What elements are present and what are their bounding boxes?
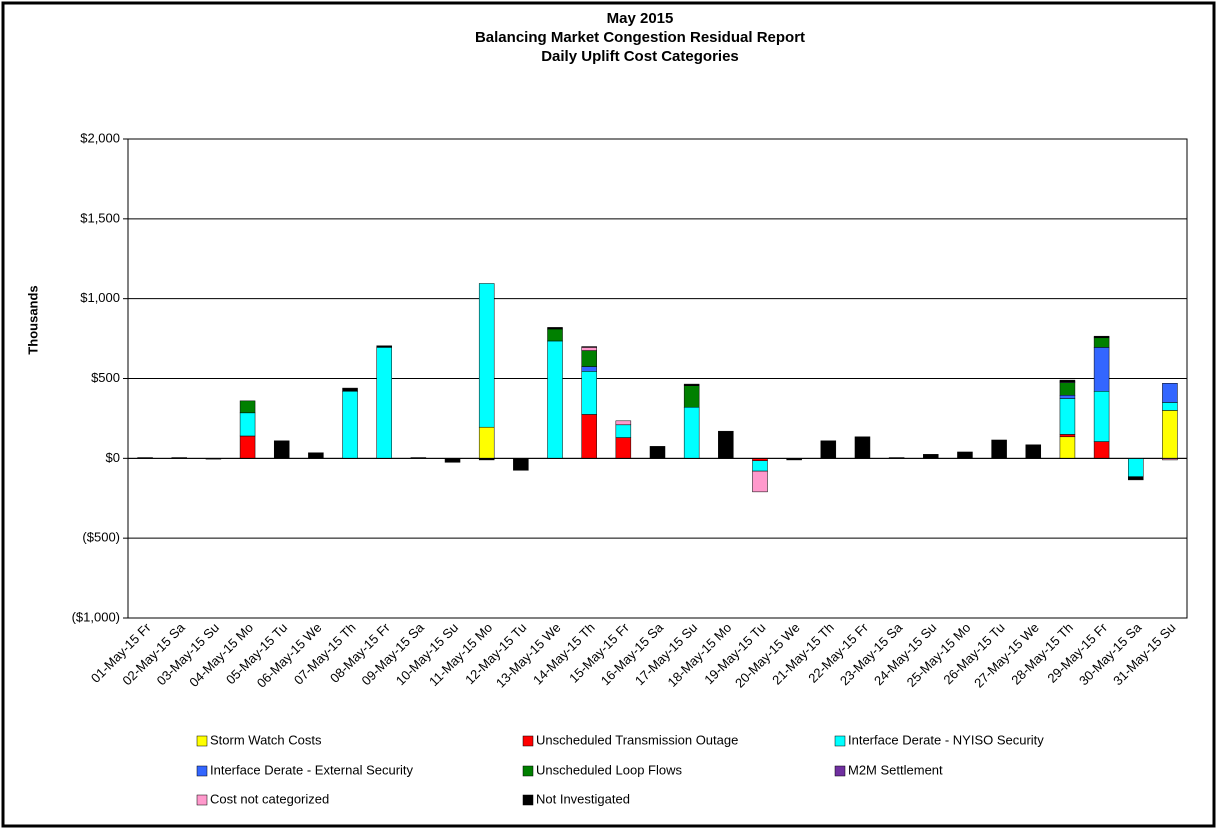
bar-segment	[239, 435, 256, 459]
bar-segment	[1059, 436, 1076, 459]
bar-segment	[376, 345, 392, 348]
bar-segment	[1059, 382, 1076, 396]
legend-label: Unscheduled Loop Flows	[536, 762, 682, 777]
bar-segment	[581, 414, 597, 459]
y-axis-label: Thousands	[25, 285, 40, 354]
legend-label: M2M Settlement	[848, 762, 943, 777]
bar-segment	[923, 454, 939, 459]
legend-swatch	[522, 765, 534, 777]
y-tick-label: $2,000	[80, 130, 120, 145]
bar-segment	[649, 446, 666, 459]
bar-segment	[342, 391, 358, 459]
bar-segment	[581, 366, 597, 372]
legend-swatch	[196, 765, 208, 777]
y-tick-label: ($1,000)	[72, 609, 120, 624]
bar-segment	[752, 470, 768, 493]
chart-title: Daily Uplift Cost Categories	[541, 48, 739, 65]
legend-swatch	[196, 735, 208, 747]
bar-segment	[581, 346, 597, 348]
bar-segment	[752, 460, 768, 472]
bar-segment	[820, 440, 837, 459]
bar-segment	[615, 424, 632, 438]
legend-swatch	[834, 765, 846, 777]
bar-segment	[308, 452, 324, 459]
legend-swatch	[834, 735, 846, 747]
y-tick-label: $0	[106, 450, 120, 465]
bar-segment	[683, 385, 700, 408]
bar-segment	[376, 347, 392, 459]
bar-segment	[547, 340, 563, 459]
bar-segment	[513, 458, 529, 471]
bar-segment	[1093, 337, 1110, 348]
bar-segment	[957, 451, 973, 459]
y-tick-label: $1,000	[80, 290, 120, 305]
bar-segment	[991, 439, 1007, 459]
bar-segment	[478, 426, 495, 459]
legend-label: Cost not categorized	[210, 791, 329, 806]
bar-segment	[854, 436, 871, 459]
bar-segment	[1059, 434, 1076, 438]
bar-segment	[1059, 395, 1076, 399]
legend-label: Interface Derate - NYISO Security	[848, 732, 1044, 747]
chart-title: May 2015	[607, 10, 674, 27]
bar-segment	[581, 347, 597, 351]
bar-segment	[683, 383, 700, 386]
bar-segment	[1128, 476, 1144, 481]
bar-segment	[1162, 402, 1178, 411]
bar-segment	[547, 328, 563, 342]
bar-segment	[1128, 458, 1144, 477]
bar-segment	[581, 371, 597, 415]
bar-segment	[615, 420, 632, 426]
legend-label: Interface Derate - External Security	[210, 762, 414, 777]
bar-segment	[1093, 441, 1110, 459]
bar-segment	[1059, 379, 1076, 382]
bar-segment	[718, 430, 734, 459]
bar-segment	[683, 406, 700, 459]
legend-label: Storm Watch Costs	[210, 732, 322, 747]
bar-segment	[1162, 383, 1178, 403]
legend-swatch	[522, 794, 534, 806]
bar-segment	[273, 440, 290, 459]
bar-segment	[615, 437, 632, 459]
legend-label: Not Investigated	[536, 791, 630, 806]
chart-title: Balancing Market Congestion Residual Rep…	[475, 29, 805, 46]
bar-segment	[1093, 347, 1110, 392]
y-tick-label: ($500)	[82, 530, 120, 545]
bar-segment	[1025, 444, 1042, 459]
y-tick-label: $500	[91, 370, 120, 385]
y-tick-label: $1,500	[80, 210, 120, 225]
bar-segment	[1093, 391, 1110, 442]
bar-segment	[239, 400, 256, 414]
bar-segment	[1162, 410, 1178, 459]
bar-segment	[581, 350, 597, 367]
bar-segment	[547, 327, 563, 330]
bar-segment	[444, 458, 461, 463]
bar-segment	[1059, 398, 1076, 435]
bar-segment	[239, 412, 256, 437]
legend-swatch	[522, 735, 534, 747]
legend-label: Unscheduled Transmission Outage	[536, 732, 738, 747]
bar-segment	[1093, 335, 1110, 339]
bar-segment	[478, 283, 495, 428]
bar-segment	[342, 387, 358, 392]
legend-swatch	[196, 794, 208, 806]
